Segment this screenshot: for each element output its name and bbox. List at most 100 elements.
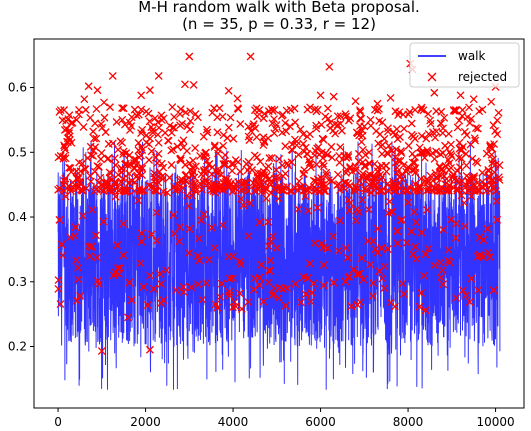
rejected-marker: [65, 163, 74, 172]
rejected-marker: [237, 186, 246, 195]
rejected-marker: [107, 175, 116, 184]
rejected-marker: [90, 134, 98, 143]
rejected-marker: [357, 138, 366, 146]
rejected-marker: [193, 113, 202, 122]
rejected-marker: [306, 163, 315, 172]
rejected-marker: [393, 239, 402, 248]
rejected-marker: [462, 161, 471, 170]
rejected-marker: [162, 266, 171, 275]
rejected-marker: [323, 104, 332, 113]
rejected-marker: [334, 180, 343, 189]
rejected-marker: [167, 128, 176, 137]
rejected-marker: [469, 95, 478, 104]
rejected-marker: [184, 249, 193, 257]
rejected-marker: [407, 130, 416, 139]
rejected-marker: [217, 180, 226, 189]
rejected-marker: [218, 185, 227, 194]
rejected-marker: [54, 276, 63, 284]
rejected-marker: [277, 111, 286, 120]
rejected-marker: [344, 153, 353, 161]
rejected-marker: [183, 146, 191, 155]
rejected-marker: [210, 243, 219, 252]
rejected-marker: [458, 112, 467, 120]
rejected-marker: [253, 180, 262, 189]
rejected-marker: [372, 127, 381, 135]
rejected-marker: [89, 146, 98, 155]
rejected-marker: [125, 278, 134, 287]
rejected-marker: [458, 106, 467, 114]
rejected-marker: [398, 170, 407, 178]
rejected-marker: [202, 279, 211, 288]
rejected-marker: [270, 105, 279, 114]
rejected-marker: [136, 259, 145, 268]
rejected-marker: [383, 245, 392, 254]
rejected-marker: [407, 227, 416, 236]
rejected-marker: [274, 194, 283, 203]
rejected-marker: [185, 125, 194, 134]
rejected-marker: [255, 281, 264, 289]
rejected-marker: [367, 188, 375, 197]
rejected-marker: [88, 242, 96, 251]
rejected-marker: [201, 176, 209, 185]
rejected-marker: [233, 94, 242, 103]
rejected-marker: [452, 219, 461, 228]
legend-rejected-marker: [427, 72, 437, 82]
rejected-marker: [127, 296, 136, 304]
rejected-marker: [149, 284, 158, 293]
rejected-marker: [305, 259, 314, 268]
rejected-marker: [61, 154, 70, 163]
walk-series: [57, 140, 501, 390]
rejected-marker: [137, 91, 146, 100]
rejected-marker: [397, 148, 406, 157]
rejected-marker: [67, 119, 76, 128]
rejected-marker: [264, 242, 273, 251]
rejected-marker: [225, 287, 234, 296]
rejected-marker: [197, 185, 206, 194]
rejected-marker: [475, 186, 484, 195]
rejected-marker: [352, 216, 361, 225]
rejected-marker: [465, 298, 474, 306]
rejected-marker: [440, 113, 449, 122]
rejected-marker: [86, 142, 95, 151]
rejected-marker: [185, 52, 194, 61]
legend-walk-label: walk: [458, 49, 486, 63]
rejected-marker: [281, 119, 290, 128]
rejected-marker: [329, 278, 338, 287]
plot-area: [54, 52, 504, 390]
legend-box: [409, 42, 520, 88]
rejected-marker: [179, 288, 188, 296]
rejected-marker: [312, 107, 321, 116]
rejected-marker: [438, 149, 447, 157]
rejected-marker: [147, 147, 156, 156]
rejected-marker: [185, 224, 194, 233]
rejected-marker: [294, 150, 303, 159]
rejected-marker: [319, 261, 328, 269]
rejected-marker: [139, 185, 148, 194]
rejected-marker: [268, 119, 277, 128]
rejected-marker: [272, 165, 281, 174]
rejected-marker: [62, 117, 70, 126]
rejected-marker: [191, 187, 200, 196]
rejected-marker: [228, 187, 237, 196]
rejected-marker: [210, 104, 219, 113]
rejected-marker: [327, 142, 336, 151]
rejected-marker: [347, 302, 356, 311]
rejected-marker: [316, 91, 325, 100]
rejected-marker: [239, 201, 248, 210]
rejected-marker: [244, 231, 253, 240]
rejected-marker: [335, 158, 344, 167]
rejected-marker: [317, 120, 326, 129]
rejected-marker: [253, 171, 262, 180]
rejected-marker: [92, 105, 101, 114]
rejected-marker: [482, 187, 491, 195]
rejected-marker: [148, 128, 157, 137]
rejected-marker: [473, 124, 482, 133]
rejected-marker: [369, 177, 378, 186]
rejected-marker: [453, 123, 462, 132]
rejected-marker: [176, 155, 185, 163]
rejected-marker: [281, 301, 290, 310]
rejected-marker: [453, 175, 461, 184]
rejected-marker: [325, 62, 334, 71]
rejected-marker: [439, 280, 448, 289]
rejected-marker: [336, 119, 345, 128]
